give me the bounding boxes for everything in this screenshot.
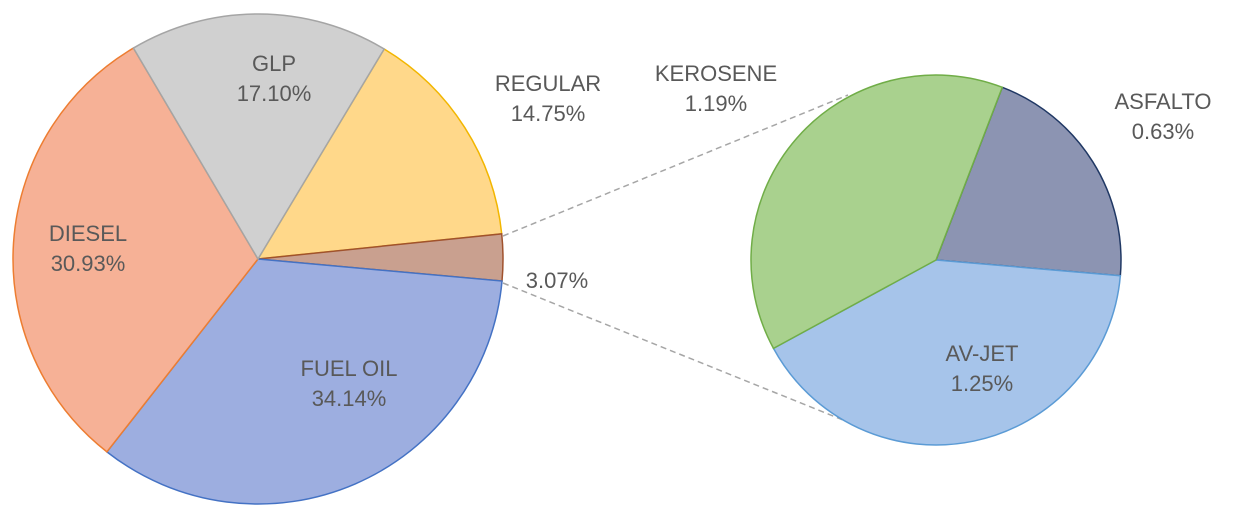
pie-slice [105, 258, 503, 505]
pie-slice [12, 47, 259, 453]
pie-slice [750, 74, 1004, 350]
pie-slice [934, 86, 1122, 277]
slice-label: GLP [252, 51, 296, 76]
slice-value-label: 1.25% [951, 371, 1013, 396]
slice-value-label: 1.19% [685, 91, 747, 116]
slice-value-label: 3.07% [526, 268, 588, 293]
connector-line [502, 94, 849, 237]
slice-label: REGULAR [495, 71, 601, 96]
slice-label: AV-JET [946, 341, 1019, 366]
slice-value-label: 30.93% [51, 251, 126, 276]
pie-slice [772, 259, 1122, 446]
slice-value-label: 0.63% [1132, 119, 1194, 144]
slice-label: FUEL OIL [301, 356, 398, 381]
connector-line [502, 282, 849, 423]
slice-value-label: 34.14% [312, 386, 387, 411]
slice-label: ASFALTO [1114, 89, 1211, 114]
slice-value-label: 14.75% [511, 101, 586, 126]
slice-value-label: 17.10% [237, 81, 312, 106]
pie-slice [256, 47, 503, 260]
slice-label: DIESEL [49, 221, 127, 246]
slice-label: KEROSENE [655, 61, 777, 86]
pie-slice [132, 13, 386, 261]
